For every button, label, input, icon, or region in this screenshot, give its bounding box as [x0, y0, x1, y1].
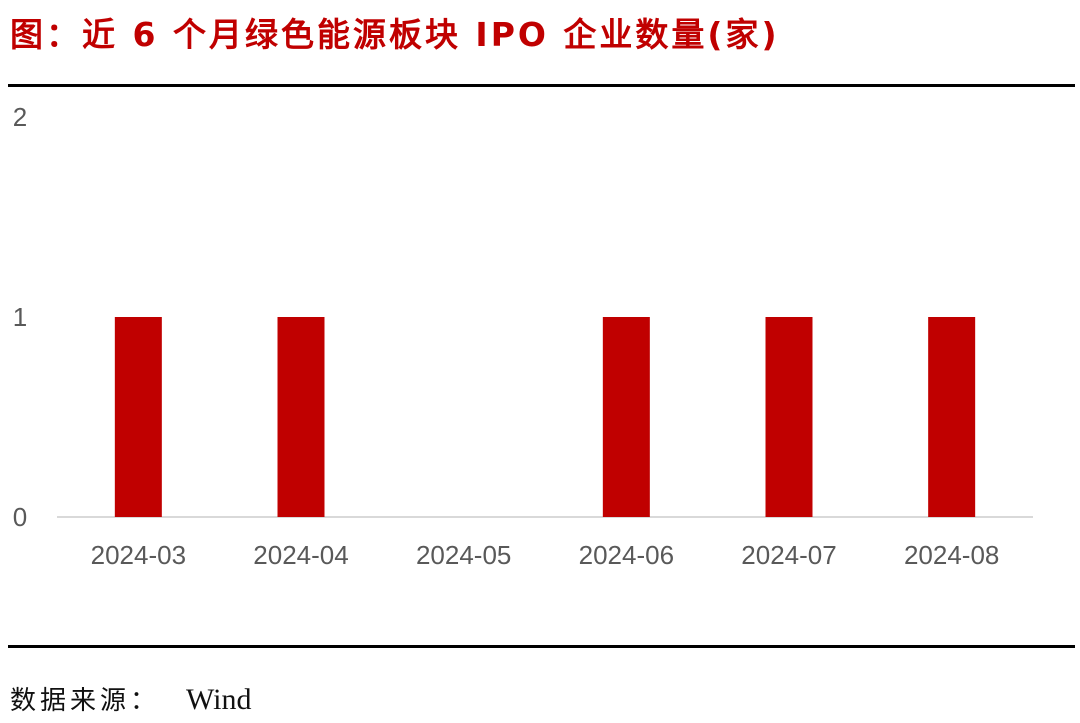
bar-2024-06 — [602, 317, 650, 517]
top-divider — [8, 84, 1075, 87]
bottom-divider — [8, 645, 1075, 648]
bar-2024-04 — [277, 317, 325, 517]
bar-chart: 012 2024-03 2024-04 2024-05 2024-06 2024-07 2… — [13, 102, 1033, 570]
bar-2024-08 — [928, 317, 976, 517]
x-axis-ticks: 2024-03 2024-04 2024-05 2024-06 2024-07 2024-… — [91, 540, 1000, 570]
source-note: 数据来源： Wind — [10, 680, 251, 717]
y-axis-ticks: 0 1 2 — [13, 102, 27, 532]
bars — [114, 317, 976, 517]
y-tick-label: 2 — [13, 102, 27, 132]
x-tick-label: 2024-07 — [741, 540, 836, 570]
x-tick-label: 2024-04 — [253, 540, 348, 570]
chart-title: 图：近 6 个月绿色能源板块 IPO 企业数量(家) — [10, 15, 780, 54]
x-tick-label: 2024-05 — [416, 540, 511, 570]
y-tick-label: 1 — [13, 302, 27, 332]
source-value: Wind — [186, 683, 252, 716]
x-tick-label: 2024-06 — [579, 540, 674, 570]
y-tick-label: 0 — [13, 502, 27, 532]
x-tick-label: 2024-08 — [904, 540, 999, 570]
bar-2024-03 — [114, 317, 162, 517]
bar-2024-07 — [765, 317, 813, 517]
x-tick-label: 2024-03 — [91, 540, 186, 570]
source-label: 数据来源： — [10, 686, 161, 716]
